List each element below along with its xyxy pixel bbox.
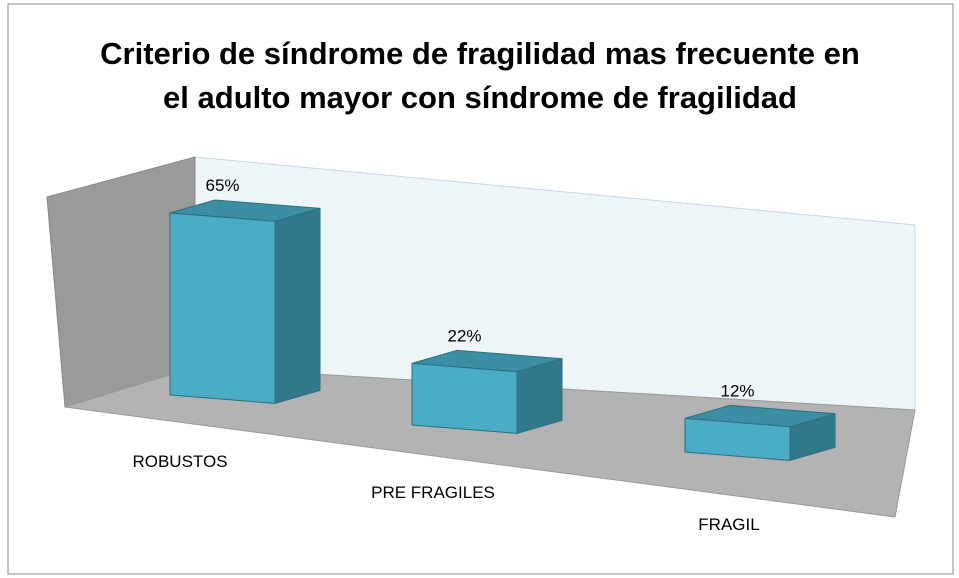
bar: [411, 349, 563, 435]
bar: [169, 199, 321, 405]
value-label: 65%: [205, 176, 239, 195]
bar-front: [169, 212, 276, 404]
x-tick-label: PRE FRAGILES: [371, 483, 495, 502]
bar-side: [274, 207, 321, 405]
x-tick-label: FRAGIL: [698, 515, 759, 534]
chart-title: Criterio de síndrome de fragilidad mas f…: [100, 36, 860, 115]
value-label: 12%: [720, 381, 754, 400]
bar: [684, 404, 836, 462]
bar-front: [411, 362, 518, 434]
value-label: 22%: [447, 326, 481, 345]
x-tick-label: ROBUSTOS: [132, 452, 227, 471]
floor: [64, 366, 916, 518]
bar-front: [684, 417, 791, 461]
